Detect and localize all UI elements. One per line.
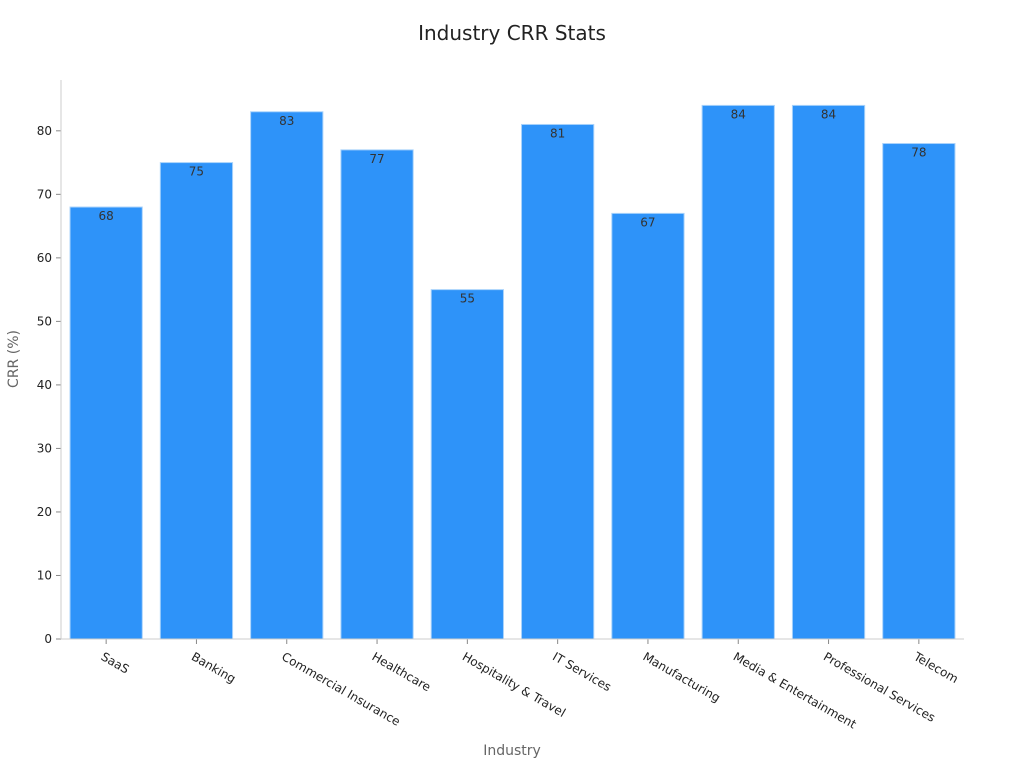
y-tick-label: 80 — [37, 124, 52, 138]
y-tick-label: 40 — [37, 378, 52, 392]
bar — [701, 104, 775, 640]
x-tick-label: Telecom — [910, 649, 960, 686]
bar — [340, 149, 414, 640]
bar-value-label: 68 — [99, 209, 114, 223]
bar-value-label: 84 — [731, 107, 746, 121]
bar-value-label: 77 — [369, 152, 384, 166]
y-tick-label: 10 — [37, 568, 52, 582]
bar — [521, 123, 595, 640]
bar-value-label: 75 — [189, 165, 204, 179]
x-tick-label: Banking — [189, 649, 238, 685]
y-tick-label: 60 — [37, 251, 52, 265]
y-tick-label: 30 — [37, 441, 52, 455]
y-axis-label: CRR (%) — [6, 330, 22, 388]
x-tick-label: IT Services — [550, 649, 614, 694]
bar-value-label: 81 — [550, 126, 565, 140]
y-tick-label: 50 — [37, 314, 52, 328]
x-tick-label: Manufacturing — [640, 649, 722, 705]
bar-value-label: 84 — [821, 107, 836, 121]
y-tick-label: 0 — [44, 632, 52, 646]
bars-group: 68 75 83 77 55 81 67 84 84 78 — [69, 104, 956, 640]
x-tick-label: Healthcare — [370, 649, 434, 694]
bar — [159, 162, 234, 640]
y-tick-label: 70 — [37, 187, 52, 201]
y-axis-ticks: 0 10 20 30 40 50 60 70 80 — [37, 124, 61, 646]
bar — [69, 206, 143, 640]
chart-title: Industry CRR Stats — [418, 21, 606, 45]
bar-value-label: 55 — [460, 292, 475, 306]
bar-value-label: 83 — [279, 114, 294, 128]
bar-value-label: 67 — [640, 215, 655, 229]
y-tick-label: 20 — [37, 505, 52, 519]
bar — [791, 104, 866, 640]
bar — [250, 111, 324, 640]
x-tick-label: SaaS — [99, 649, 132, 676]
x-axis-label: Industry — [483, 743, 541, 759]
bar — [882, 143, 956, 640]
bar-value-label: 78 — [911, 146, 926, 160]
x-axis-ticks: SaaS Banking Commercial InsuranceHealthcar… — [99, 639, 961, 732]
bar — [611, 212, 685, 640]
bar — [430, 289, 504, 640]
